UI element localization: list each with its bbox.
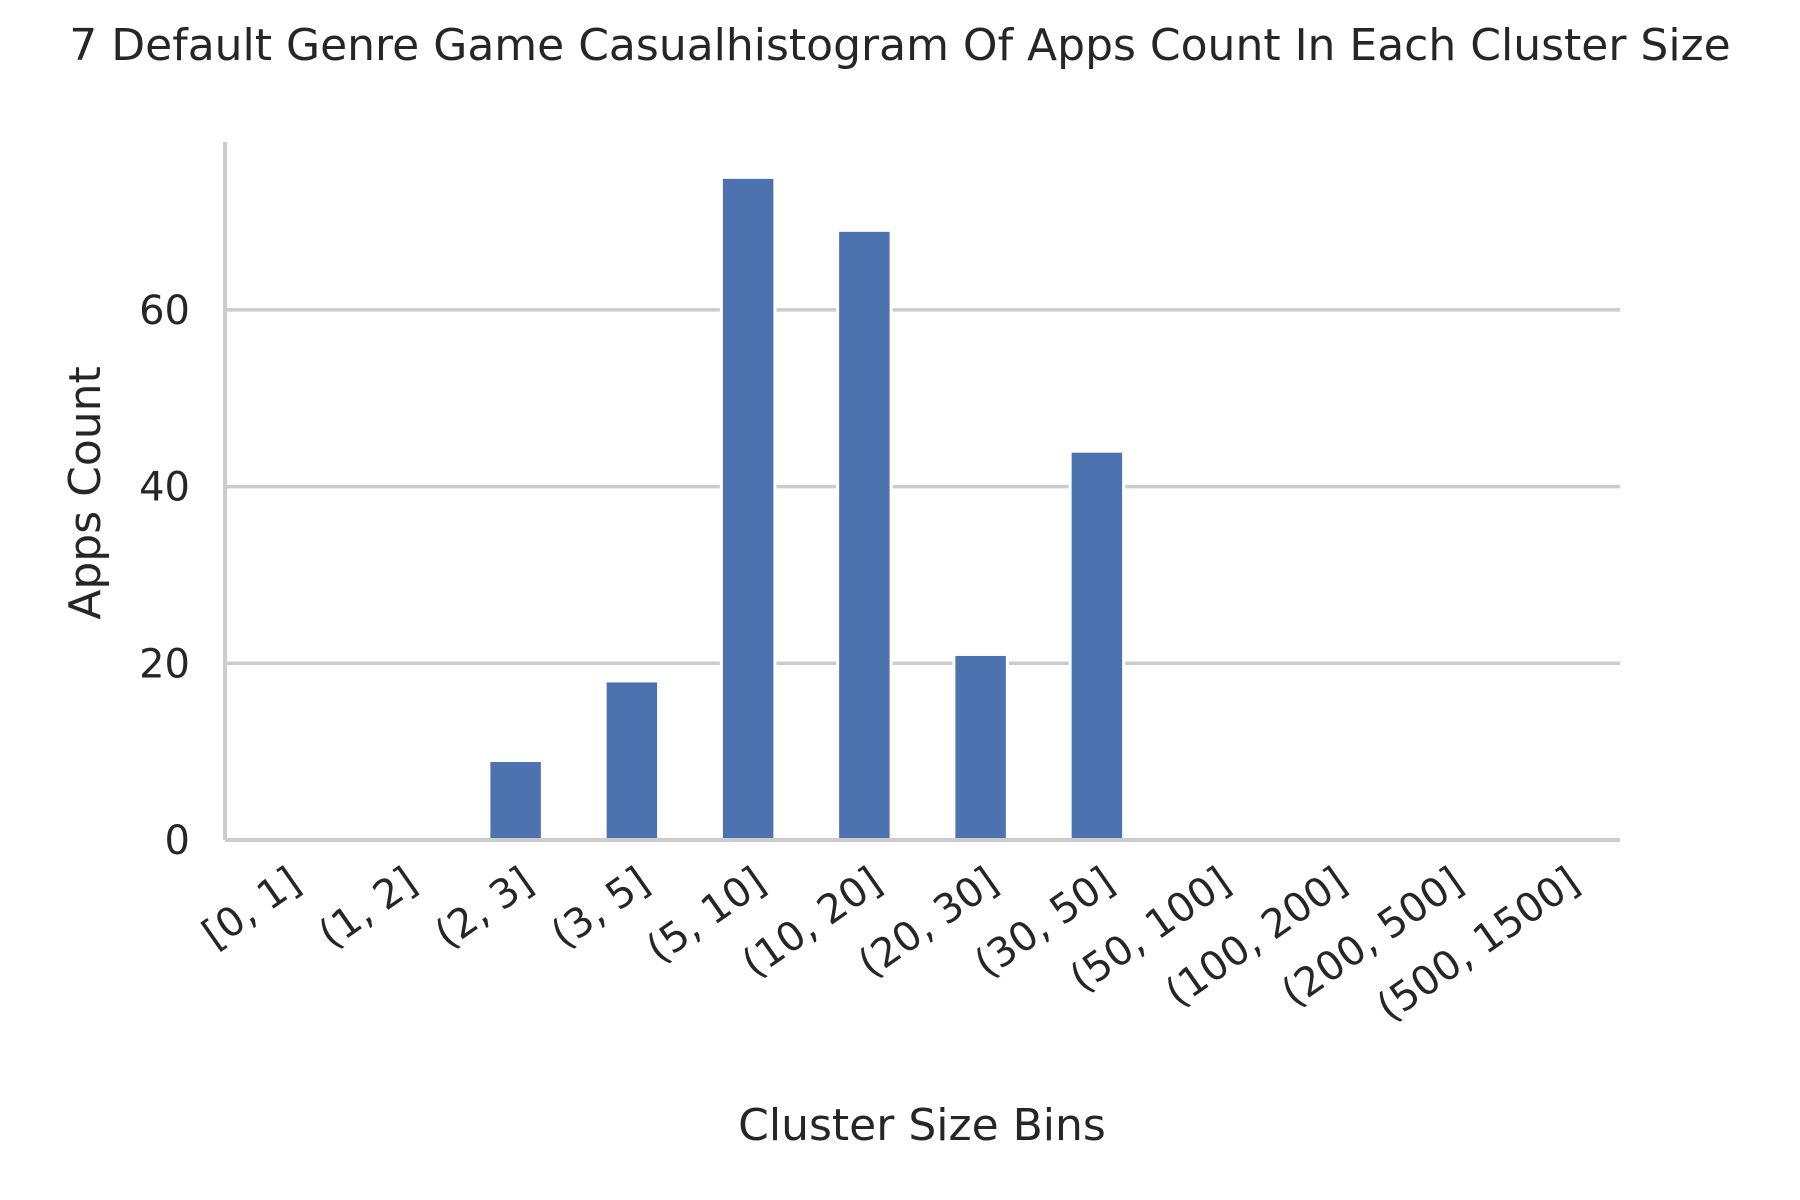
bars — [487, 175, 1126, 842]
x-tick-label: (2, 3] — [427, 859, 541, 958]
bar-2 — [487, 758, 544, 842]
chart-title: 7 Default Genre Game Casualhistogram Of … — [69, 20, 1730, 71]
y-tick-label: 60 — [139, 288, 190, 334]
x-tick-label: (3, 5] — [543, 859, 657, 958]
x-axis-label: Cluster Size Bins — [738, 1100, 1106, 1151]
axes-spines — [223, 142, 1620, 842]
y-axis-label: Apps Count — [60, 366, 111, 620]
y-tick-label: 0 — [165, 818, 190, 864]
y-tick-label: 40 — [139, 465, 190, 511]
bar-4 — [719, 175, 777, 842]
bar-3 — [603, 679, 661, 842]
x-tick-labels: [0, 1] (1, 2] (2, 3] (3, 5](5, 10](10, 20](… — [194, 859, 1587, 1031]
y-tick-labels: 0 20 40 60 — [139, 288, 190, 864]
bar-6 — [952, 652, 1009, 842]
gridlines — [225, 308, 1620, 666]
y-tick-label: 20 — [139, 641, 190, 687]
x-tick-label: (1, 2] — [311, 859, 425, 958]
bar-7 — [1068, 449, 1126, 842]
x-tick-label: [0, 1] — [194, 859, 308, 958]
bar-5 — [836, 228, 893, 842]
